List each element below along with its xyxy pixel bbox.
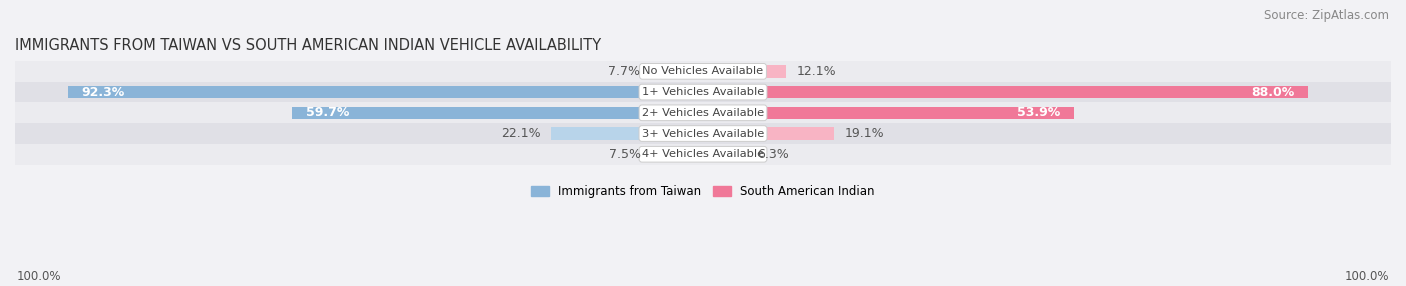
Text: 22.1%: 22.1% — [501, 127, 541, 140]
Text: 1+ Vehicles Available: 1+ Vehicles Available — [643, 87, 763, 97]
Text: 2+ Vehicles Available: 2+ Vehicles Available — [643, 108, 763, 118]
Text: 100.0%: 100.0% — [1344, 270, 1389, 283]
Bar — [703, 86, 1309, 98]
Bar — [703, 148, 747, 160]
Text: 7.5%: 7.5% — [609, 148, 641, 161]
Text: 100.0%: 100.0% — [17, 270, 62, 283]
Bar — [15, 123, 1391, 144]
Bar — [650, 65, 703, 78]
Bar — [15, 82, 1391, 102]
Bar — [703, 127, 834, 140]
Text: 88.0%: 88.0% — [1251, 86, 1295, 99]
Bar — [551, 127, 703, 140]
Text: 7.7%: 7.7% — [607, 65, 640, 78]
Text: 3+ Vehicles Available: 3+ Vehicles Available — [643, 128, 763, 138]
Text: 12.1%: 12.1% — [797, 65, 837, 78]
Bar — [15, 61, 1391, 82]
Text: IMMIGRANTS FROM TAIWAN VS SOUTH AMERICAN INDIAN VEHICLE AVAILABILITY: IMMIGRANTS FROM TAIWAN VS SOUTH AMERICAN… — [15, 38, 602, 53]
Text: No Vehicles Available: No Vehicles Available — [643, 66, 763, 76]
Legend: Immigrants from Taiwan, South American Indian: Immigrants from Taiwan, South American I… — [531, 185, 875, 198]
Text: Source: ZipAtlas.com: Source: ZipAtlas.com — [1264, 9, 1389, 21]
Bar — [703, 65, 786, 78]
Text: 4+ Vehicles Available: 4+ Vehicles Available — [643, 149, 763, 159]
Text: 59.7%: 59.7% — [307, 106, 350, 119]
Bar — [651, 148, 703, 160]
Text: 6.3%: 6.3% — [756, 148, 789, 161]
Bar — [292, 107, 703, 119]
Text: 92.3%: 92.3% — [82, 86, 125, 99]
Bar — [15, 102, 1391, 123]
Text: 19.1%: 19.1% — [845, 127, 884, 140]
Bar — [67, 86, 703, 98]
Bar — [703, 107, 1074, 119]
Bar — [15, 144, 1391, 165]
Text: 53.9%: 53.9% — [1017, 106, 1060, 119]
